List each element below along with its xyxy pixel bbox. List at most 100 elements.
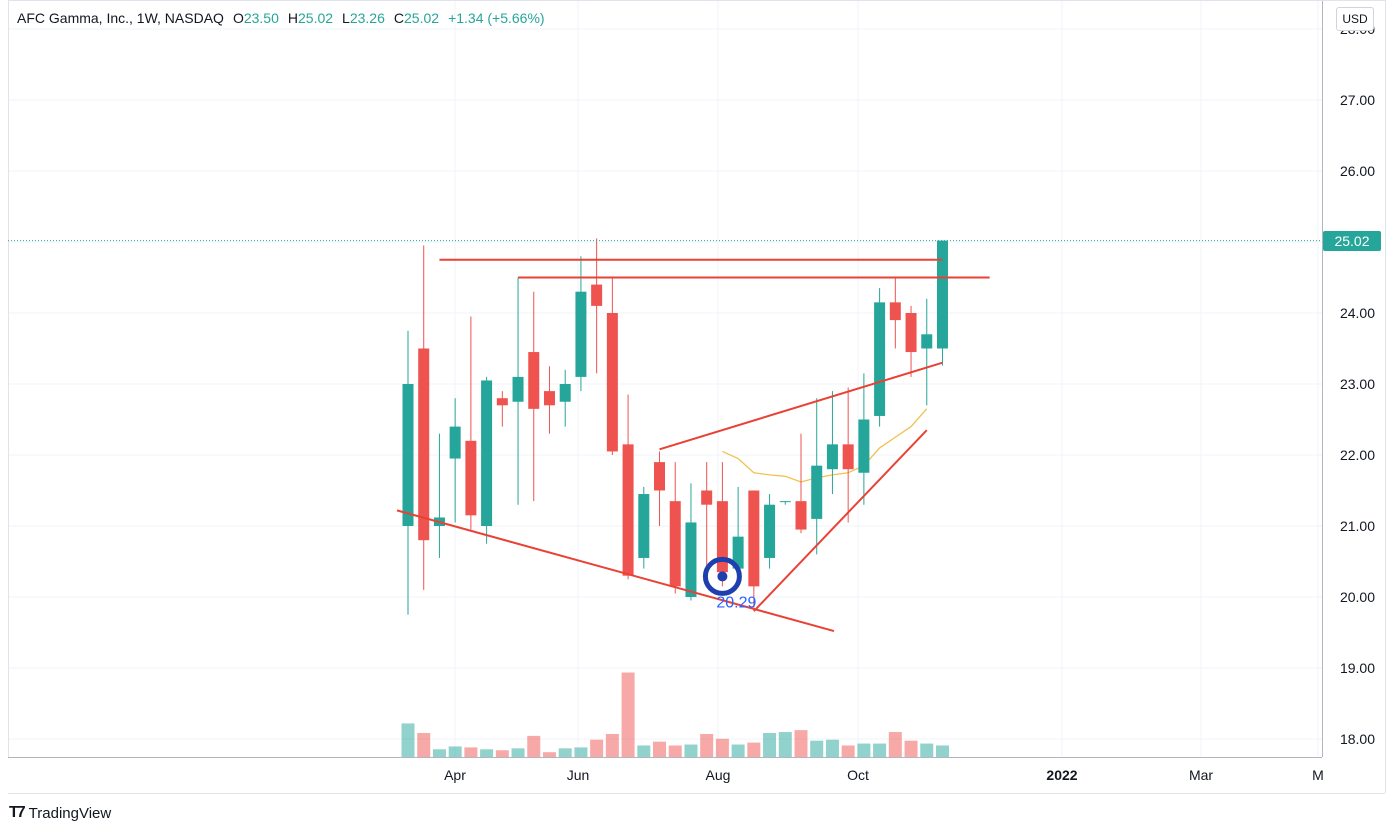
candle-body [638, 494, 650, 558]
volume-bar [857, 743, 871, 757]
candle-body [559, 384, 571, 402]
volume-bar [935, 745, 949, 757]
close-key: C [393, 10, 405, 26]
volume-bar [747, 742, 761, 757]
axes [8, 0, 1386, 794]
volume-bar [637, 745, 651, 757]
volume-bar [715, 738, 729, 757]
candle-body [889, 302, 901, 321]
x-tick-label: M [1312, 767, 1324, 783]
change-value: +1.34 (+5.66%) [448, 10, 545, 26]
volume-bar [873, 743, 887, 757]
volume-bar [825, 739, 839, 757]
low-key: L [342, 10, 350, 26]
volume-bar [542, 752, 556, 757]
volume-bar [731, 744, 745, 757]
candle-body [496, 398, 508, 406]
brand[interactable]: T7 TradingView [9, 804, 111, 822]
candle-body [512, 376, 524, 402]
y-tick-label: 19.00 [1340, 660, 1375, 676]
candle-body [716, 501, 728, 573]
volume-bar [417, 733, 431, 757]
annotation-label: 20.29 [716, 594, 756, 611]
open-value: 23.50 [243, 10, 279, 26]
candle-body [858, 419, 870, 473]
trendline [396, 509, 835, 633]
x-tick-label: Aug [706, 767, 731, 783]
candle-body [874, 302, 886, 416]
candle-body [701, 490, 713, 505]
trendlines[interactable] [396, 258, 990, 633]
y-tick-label: 22.00 [1340, 447, 1375, 463]
candle-body [543, 391, 555, 406]
volume-bar [904, 740, 918, 757]
volume-bar [511, 748, 525, 757]
candle-body [779, 501, 791, 503]
candle-body [685, 522, 697, 597]
candle-body [654, 462, 666, 491]
volume-bar [653, 741, 667, 757]
candle-body [905, 313, 917, 353]
volume-bar [778, 732, 792, 757]
candle-body [826, 444, 838, 470]
y-tick-label: 20.00 [1340, 589, 1375, 605]
y-tick-label: 26.00 [1340, 163, 1375, 179]
open-key: O [232, 10, 244, 26]
candle-body [606, 313, 618, 452]
brand-name: TradingView [28, 804, 112, 822]
candle-body [481, 380, 493, 526]
x-tick-label: Jun [567, 767, 590, 783]
volume-bar [495, 750, 509, 757]
tradingview-logo-icon: T7 [9, 804, 26, 821]
ma-line [722, 408, 928, 483]
volume-bar [432, 749, 446, 757]
low-annotation[interactable]: 20.29 [702, 556, 757, 611]
x-tick-label: 2022 [1046, 767, 1077, 783]
volume-bar [605, 733, 619, 757]
close-value: 25.02 [404, 10, 440, 26]
volume-bar [810, 740, 824, 757]
volume-bar [574, 747, 588, 757]
candle-body [669, 501, 681, 587]
volume-bar [448, 746, 462, 757]
y-tick-label: 21.00 [1340, 518, 1375, 534]
trendline [753, 429, 928, 612]
volume-bar [920, 743, 934, 757]
candle-body [795, 501, 807, 530]
volume-bars [401, 672, 949, 757]
y-tick-label: 23.00 [1340, 376, 1375, 392]
high-value: 25.02 [298, 10, 334, 26]
volume-bar [527, 735, 541, 757]
candle-body [465, 440, 477, 516]
volume-bar [668, 745, 682, 757]
y-tick-label: 27.00 [1340, 92, 1375, 108]
volume-bar [480, 749, 494, 757]
volume-bar [888, 732, 902, 757]
volume-bar [590, 739, 604, 757]
y-axis-ticks: 18.0019.0020.0021.0022.0023.0024.0025.00… [1340, 21, 1375, 747]
symbol-legend: AFC Gamma, Inc., 1W, NASDAQ O23.50 H25.02 L… [17, 10, 545, 26]
candles [402, 238, 948, 615]
candle-body [936, 240, 948, 349]
candle-body [449, 426, 461, 459]
candle-body [622, 444, 634, 576]
volume-bar [841, 745, 855, 757]
candle-body [528, 352, 540, 409]
volume-bar [700, 733, 714, 757]
candle-body [748, 490, 760, 587]
currency-button[interactable]: USD [1336, 7, 1374, 31]
candle-body [921, 334, 933, 349]
candle-body [418, 348, 430, 541]
volume-bar [464, 747, 478, 757]
volume-bar [558, 748, 572, 757]
volume-bar [763, 733, 777, 757]
annotation-ring [702, 556, 742, 596]
symbol-name: AFC Gamma, Inc., 1W, NASDAQ [17, 10, 224, 26]
volume-bar [684, 744, 698, 757]
y-tick-label: 24.00 [1340, 305, 1375, 321]
y-tick-label: 18.00 [1340, 731, 1375, 747]
moving-average [722, 408, 928, 483]
candle-body [764, 504, 776, 558]
candle-body [402, 384, 414, 526]
